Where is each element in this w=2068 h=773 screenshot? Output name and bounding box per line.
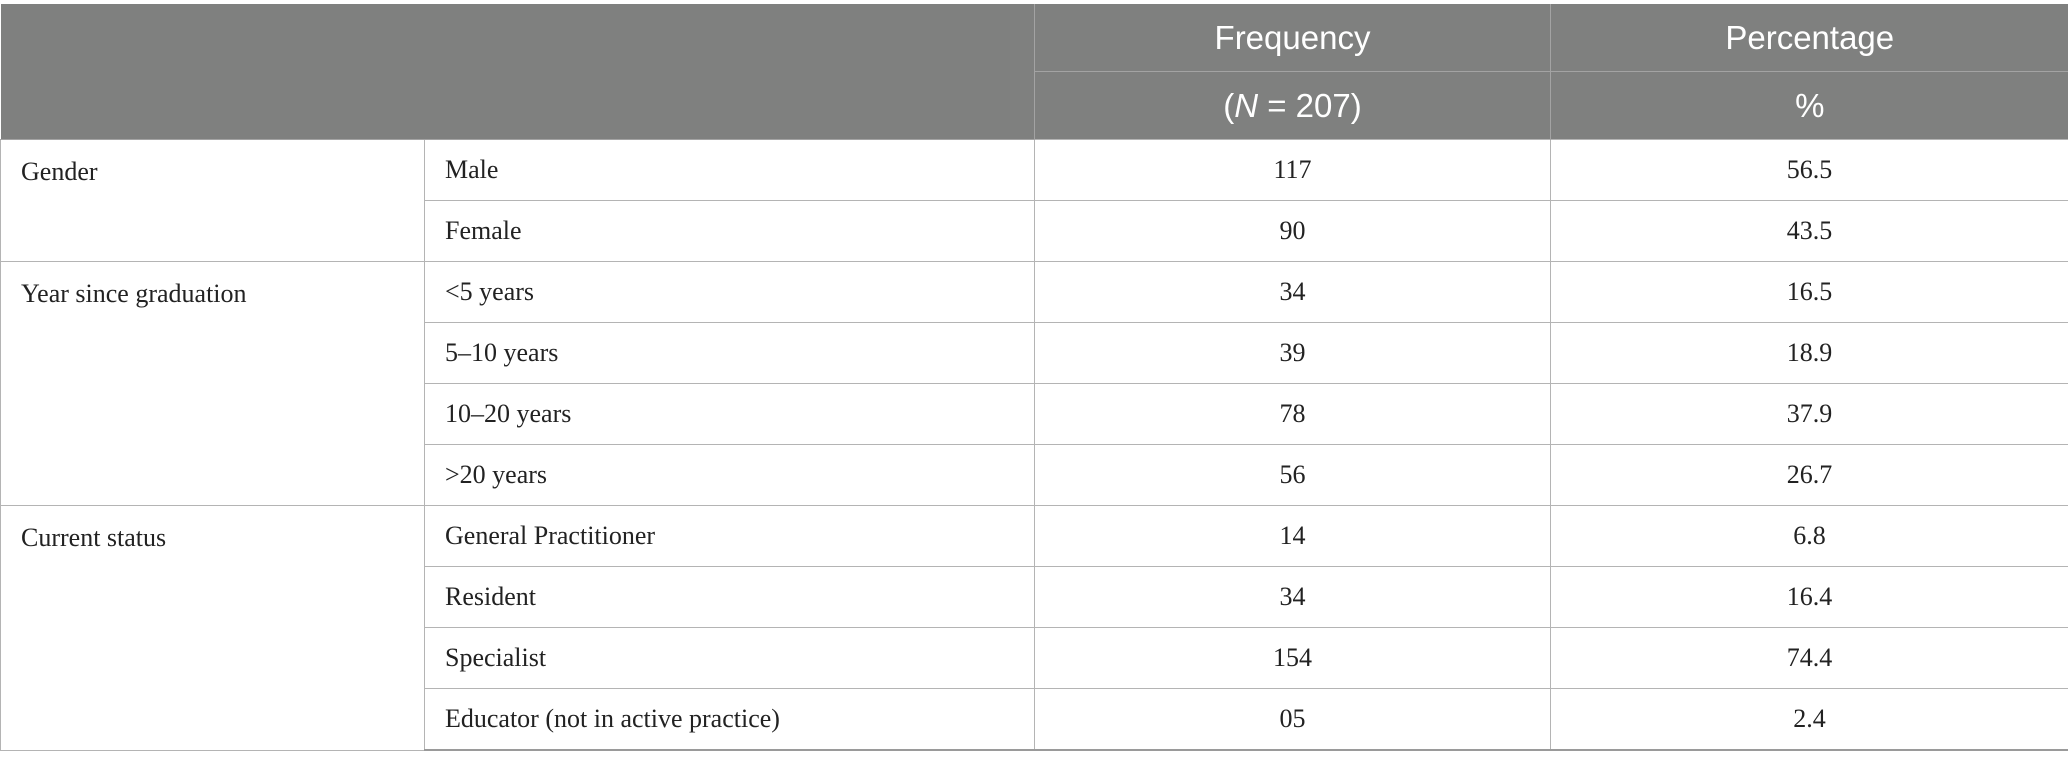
category-cell: >20 years: [424, 444, 1035, 506]
percentage-cell: 2.4: [1550, 688, 2068, 751]
percentage-cell: 16.5: [1550, 261, 2068, 323]
table-header: Frequency Percentage (N = 207) %: [0, 4, 2068, 140]
frequency-cell: 90: [1034, 200, 1551, 262]
percent-unit-header: %: [1550, 71, 2068, 140]
percentage-header: Percentage: [1550, 4, 2068, 72]
category-cell: 5–10 years: [424, 322, 1035, 384]
percentage-cell: 26.7: [1550, 444, 2068, 506]
table-row: >20 years 56 26.7: [1, 444, 2068, 506]
category-cell: Resident: [424, 566, 1035, 628]
percentage-cell: 74.4: [1550, 627, 2068, 689]
table-row: Female 90 43.5: [1, 200, 2068, 262]
frequency-cell: 14: [1034, 505, 1551, 567]
percentage-cell: 37.9: [1550, 383, 2068, 445]
frequency-cell: 34: [1034, 261, 1551, 323]
group-label: Year since graduation: [0, 261, 425, 506]
frequency-cell: 78: [1034, 383, 1551, 445]
frequency-cell: 154: [1034, 627, 1551, 689]
sample-size-symbol: N: [1234, 86, 1259, 124]
table-row: Specialist 154 74.4: [1, 627, 2068, 689]
frequency-header: Frequency: [1034, 4, 1551, 72]
category-cell: Female: [424, 200, 1035, 262]
category-cell: Specialist: [424, 627, 1035, 689]
category-cell: Educator (not in active practice): [424, 688, 1035, 751]
demographics-table: Frequency Percentage (N = 207) % Gender M…: [0, 4, 2068, 751]
table-row: Resident 34 16.4: [1, 566, 2068, 628]
header-blank-cell: [0, 4, 1035, 140]
table-row: Year since graduation <5 years 34 16.5: [0, 261, 2068, 506]
sample-size-header: (N = 207): [1034, 71, 1551, 140]
sample-size-value: = 207): [1258, 86, 1362, 124]
category-cell: <5 years: [424, 261, 1035, 323]
table-row: Current status General Practitioner 14 6.8: [0, 505, 2068, 751]
frequency-cell: 34: [1034, 566, 1551, 628]
group-label: Current status: [0, 505, 425, 751]
percentage-cell: 56.5: [1550, 139, 2068, 201]
frequency-cell: 117: [1034, 139, 1551, 201]
percentage-cell: 43.5: [1550, 200, 2068, 262]
group-label: Gender: [0, 139, 425, 262]
frequency-cell: 56: [1034, 444, 1551, 506]
table-row: Gender Male 117 56.5: [0, 139, 2068, 262]
percentage-cell: 16.4: [1550, 566, 2068, 628]
category-cell: Male: [424, 139, 1035, 201]
category-cell: General Practitioner: [424, 505, 1035, 567]
frequency-cell: 39: [1034, 322, 1551, 384]
sample-size-open: (: [1223, 86, 1235, 124]
category-cell: 10–20 years: [424, 383, 1035, 445]
table-row: Educator (not in active practice) 05 2.4: [1, 688, 2068, 751]
percentage-cell: 6.8: [1550, 505, 2068, 567]
table-body: Gender Male 117 56.5 Female 90 43.5 Year since …: [0, 139, 2068, 751]
frequency-cell: 05: [1034, 688, 1551, 751]
percentage-cell: 18.9: [1550, 322, 2068, 384]
